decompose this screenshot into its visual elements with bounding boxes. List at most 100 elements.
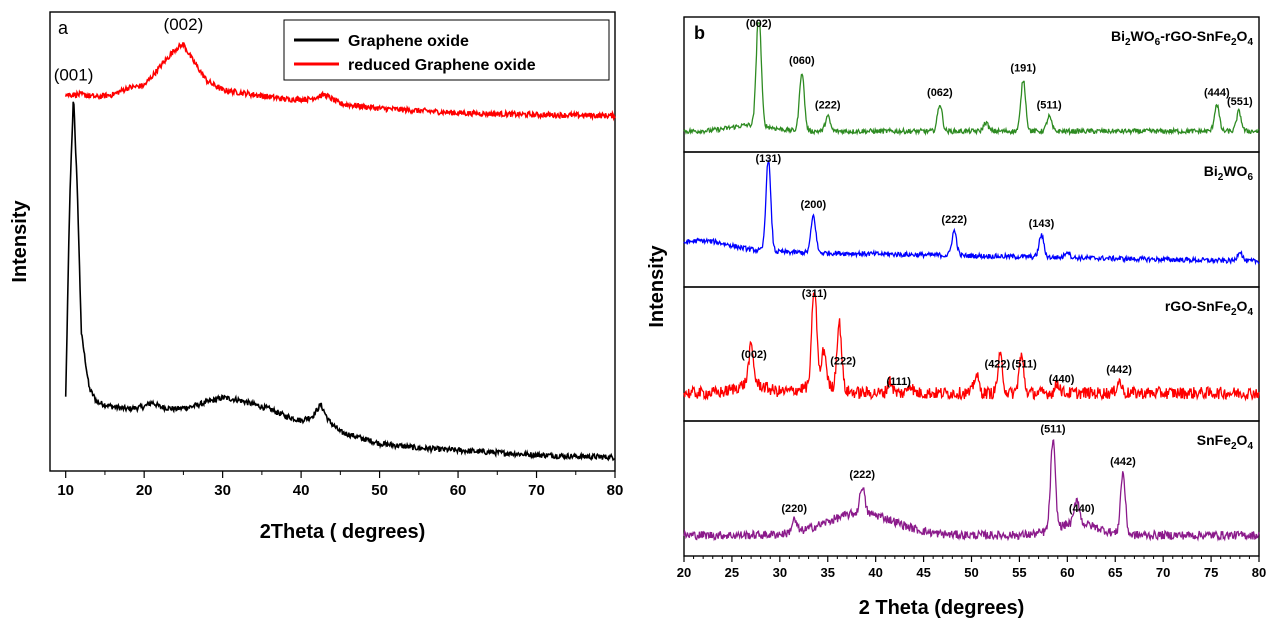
- tag-text: rGO-SnFe: [1165, 298, 1231, 314]
- panel-a-frame: [49, 11, 616, 472]
- panel-b-peak-label: (222): [830, 355, 856, 367]
- panel-b-series-tag: rGO-SnFe2O4: [1165, 298, 1254, 318]
- panel-a-x-tick-label: 10: [57, 482, 74, 499]
- panel-b-y-axis-label: Intensity: [646, 245, 668, 328]
- panel-a-x-tick-label: 50: [371, 482, 388, 499]
- panel-a-x-tick-label: 70: [528, 482, 545, 499]
- legend-box: [283, 19, 610, 81]
- panel-b-peak-label: (511): [1040, 424, 1065, 436]
- tag-text: WO: [1223, 163, 1247, 179]
- panel-b-series-tag: Bi2WO6: [1204, 163, 1254, 183]
- panel-b-peak-label: (002): [746, 18, 772, 30]
- panel-b-series-tags: Bi2WO6-rGO-SnFe2O4Bi2WO6rGO-SnFe2O4SnFe2…: [1111, 28, 1253, 452]
- reduced-graphene-oxide-curve: [64, 41, 616, 122]
- panel-a-x-tick-label: 60: [450, 482, 467, 499]
- tag-subscript: 6: [1247, 172, 1253, 183]
- panel-a-x-tick-label: 40: [293, 482, 310, 499]
- panel-a-annotations: (002) (001): [54, 15, 204, 84]
- panel-b-peak-label: (442): [1110, 456, 1136, 468]
- tag-text: O: [1237, 432, 1248, 448]
- panel-b-peak-label: (062): [927, 87, 953, 99]
- tag-subscript: 4: [1247, 441, 1253, 452]
- panel-b-peak-label: (191): [1010, 63, 1036, 75]
- panel-b-x-tick-label: 20: [677, 565, 691, 580]
- panel-b-peak-label: (220): [781, 503, 807, 515]
- panel-a: 10 20 30 40 50 60 70 80 (002) (001) Graphene oxi…: [9, 11, 623, 543]
- panel-b-series-tag: Bi2WO6-rGO-SnFe2O4: [1111, 28, 1253, 48]
- panel-a-x-ticks: 10 20 30 40 50 60 70 80: [57, 471, 623, 499]
- panel-b-peak-label: (311): [802, 288, 827, 300]
- panel-b-peak-label: (511): [1012, 358, 1037, 370]
- panel-b-letter: b: [694, 23, 705, 43]
- panel-b-x-tick-label: 25: [725, 565, 739, 580]
- panel-b-peak-label: (200): [801, 199, 827, 211]
- tag-text: WO: [1131, 28, 1155, 44]
- panel-a-letter: a: [58, 18, 69, 38]
- tag-subscript: 2: [1231, 37, 1237, 48]
- legend-label: reduced Graphene oxide: [348, 57, 536, 74]
- panel-b-curve: [683, 22, 1260, 137]
- panel-b-x-tick-label: 35: [821, 565, 835, 580]
- panel-a-x-tick-label: 80: [607, 482, 624, 499]
- panel-b-curve: [683, 292, 1260, 402]
- tag-text: Bi: [1204, 163, 1218, 179]
- panel-b-peak-label: (440): [1049, 373, 1075, 385]
- legend-label: Graphene oxide: [348, 33, 469, 50]
- panel-b-peak-label: (222): [815, 99, 841, 111]
- tag-text: O: [1237, 298, 1248, 314]
- panel-b-x-tick-label: 75: [1204, 565, 1218, 580]
- panel-a-x-axis-label: 2Theta ( degrees): [260, 521, 426, 543]
- panel-b-peak-label: (143): [1029, 218, 1055, 230]
- panel-b-series-tag: SnFe2O4: [1197, 432, 1254, 452]
- panel-b-x-tick-label: 50: [964, 565, 978, 580]
- panel-b-subpanel-frames: [683, 16, 1260, 557]
- panel-b-x-axis-label: 2 Theta (degrees): [859, 597, 1025, 619]
- panel-b-peak-label: (060): [789, 55, 815, 67]
- panel-a-peak-label: (002): [164, 15, 204, 34]
- tag-subscript: 2: [1218, 172, 1224, 183]
- panel-b-x-tick-label: 70: [1156, 565, 1170, 580]
- panel-b-x-tick-label: 40: [868, 565, 882, 580]
- tag-text: -rGO-SnFe: [1160, 28, 1231, 44]
- panel-a-x-tick-label: 20: [136, 482, 153, 499]
- panel-b-x-tick-label: 30: [773, 565, 787, 580]
- panel-b-peak-label: (222): [849, 469, 875, 481]
- panel-a-peak-label: (001): [54, 66, 94, 85]
- tag-subscript: 2: [1125, 37, 1131, 48]
- panel-b-peak-label: (511): [1037, 99, 1062, 111]
- tag-subscript: 2: [1231, 441, 1237, 452]
- panel-b-x-tick-label: 45: [916, 565, 930, 580]
- panel-b-peak-label: (222): [941, 214, 967, 226]
- panel-b-annotations: (002) (060) (222) (062) (191) (511) (444)(551)…: [741, 18, 1253, 515]
- panel-b-x-tick-label: 65: [1108, 565, 1122, 580]
- panel-b-peak-label: (422): [985, 358, 1011, 370]
- panel-b-x-tick-label: 80: [1252, 565, 1266, 580]
- panel-b: 20 25 30 35 40 45 50 55 60 65 70 75 80 (002) (060) (22…: [646, 16, 1266, 619]
- panel-b-x-tick-label: 55: [1012, 565, 1026, 580]
- tag-subscript: 2: [1231, 307, 1237, 318]
- panel-a-y-axis-label: Intensity: [9, 200, 31, 283]
- panel-b-x-tick-label: 60: [1060, 565, 1074, 580]
- panel-b-x-ticks: 20 25 30 35 40 45 50 55 60 65 70 75 80: [677, 556, 1266, 580]
- tag-text: O: [1237, 28, 1248, 44]
- panel-a-x-tick-label: 30: [214, 482, 231, 499]
- panel-b-peak-label: (131): [755, 153, 781, 165]
- panel-b-peak-label: (002): [741, 349, 767, 361]
- tag-subscript: 4: [1247, 37, 1253, 48]
- panel-b-peak-label: (551): [1227, 96, 1253, 108]
- panel-b-peak-label: (444): [1204, 87, 1230, 99]
- panel-b-peak-label: (111): [886, 376, 911, 388]
- tag-text: Bi: [1111, 28, 1125, 44]
- panel-b-peak-label: (440): [1069, 503, 1095, 515]
- panel-b-curve: [683, 159, 1260, 266]
- panel-b-curve: [683, 439, 1260, 542]
- panel-a-curves: [64, 41, 616, 462]
- tag-text: SnFe: [1197, 432, 1231, 448]
- tag-subscript: 4: [1247, 307, 1253, 318]
- panel-b-peak-label: (442): [1106, 364, 1132, 376]
- graphene-oxide-curve: [64, 101, 615, 462]
- panel-a-legend: Graphene oxide reduced Graphene oxide: [283, 19, 610, 81]
- tag-subscript: 6: [1155, 37, 1161, 48]
- panel-b-curves: [683, 22, 1260, 542]
